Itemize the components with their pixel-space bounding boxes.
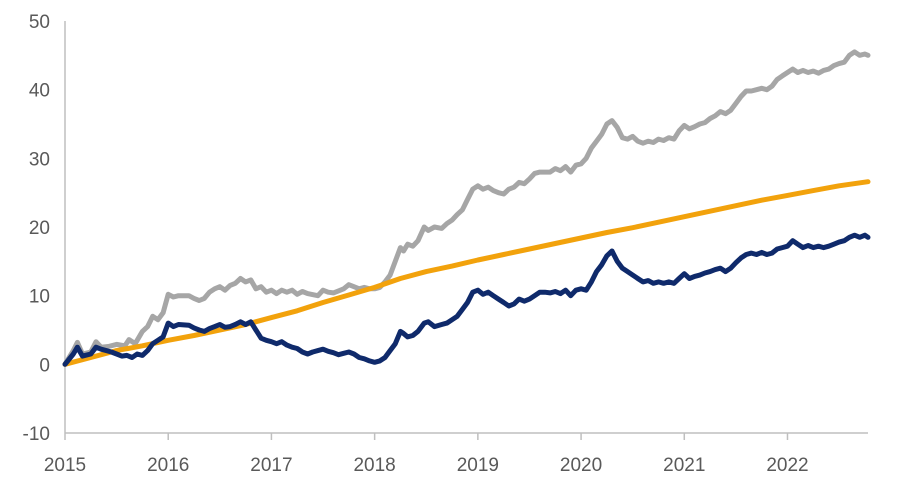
y-tick-label: 20 — [29, 218, 50, 239]
y-tick-label: 10 — [29, 287, 50, 308]
x-axis-tick-labels: 2015 2016 2017 2018 2019 2020 2021 2022 — [44, 455, 809, 476]
x-axis-ticks — [64, 433, 789, 440]
x-tick-label: 2017 — [250, 455, 292, 476]
y-tick-label: 50 — [29, 12, 50, 33]
y-tick-label: 0 — [39, 355, 50, 376]
series-line-2 — [62, 179, 871, 367]
series-line-3 — [62, 232, 871, 367]
series-line-1 — [62, 49, 871, 367]
x-tick-label: 2015 — [44, 455, 86, 476]
y-tick-label: 40 — [29, 81, 50, 102]
x-tick-label: 2022 — [766, 455, 808, 476]
axes — [64, 21, 868, 440]
x-tick-label: 2018 — [353, 455, 395, 476]
y-tick-label: -10 — [23, 424, 50, 445]
x-tick-label: 2021 — [663, 455, 705, 476]
x-tick-label: 2020 — [560, 455, 602, 476]
y-axis-tick-labels: -10 0 10 20 30 40 50 — [23, 12, 50, 445]
x-tick-label: 2019 — [457, 455, 499, 476]
y-tick-label: 30 — [29, 149, 50, 170]
series-lines — [62, 49, 871, 367]
x-tick-label: 2016 — [147, 455, 189, 476]
